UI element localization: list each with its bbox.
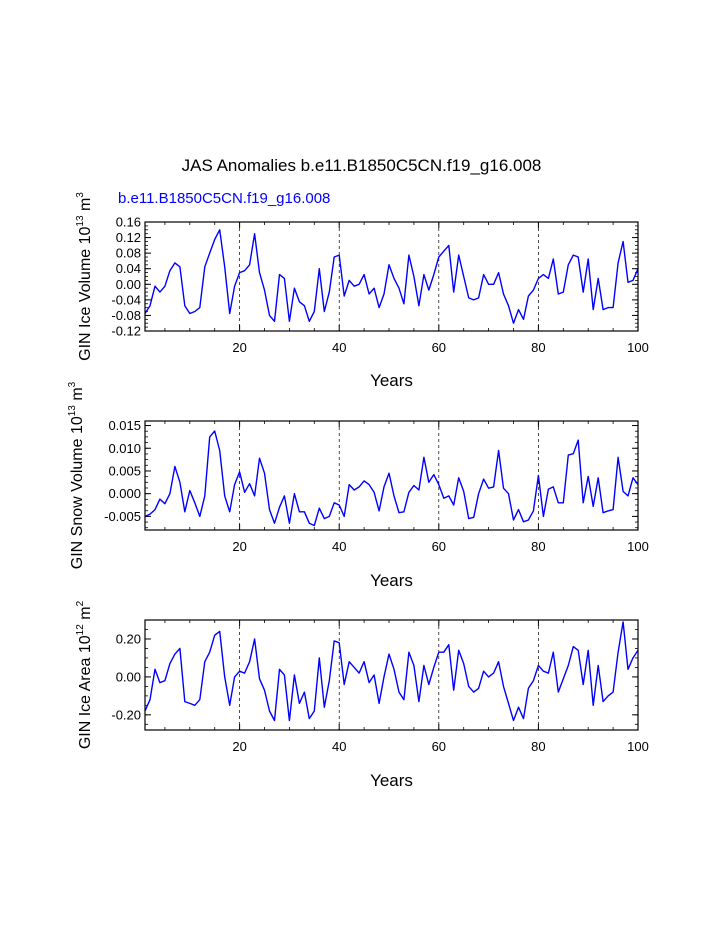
y-tick-label: -0.12 (111, 324, 141, 339)
x-tick-label: 20 (232, 739, 246, 754)
y-tick-label: 0.16 (116, 215, 141, 230)
y-tick-label: 0.015 (108, 418, 141, 433)
y-tick-label: -0.08 (111, 308, 141, 323)
y-tick-label: 0.04 (116, 261, 141, 276)
figure-title: JAS Anomalies b.e11.B1850C5CN.f19_g16.00… (181, 156, 542, 175)
chart-panel-3: 20 40 60 80 100 -0.20 0.00 0.20 Years GIN Ice Are… (75, 600, 649, 790)
y-tick-label: 0.08 (116, 246, 141, 261)
x-tick-label: 60 (432, 739, 446, 754)
y-tick-label: -0.20 (111, 707, 141, 722)
y-tick-label: 0.010 (108, 441, 141, 456)
x-axis-label: Years (370, 771, 413, 790)
x-tick-label: 80 (531, 739, 545, 754)
x-tick-label: 40 (332, 340, 346, 355)
y-tick-label: 0.00 (116, 277, 141, 292)
y-tick-label: 0.000 (108, 486, 141, 501)
x-tick-label: 60 (432, 539, 446, 554)
x-tick-label: 20 (232, 340, 246, 355)
y-axis-label: GIN Snow Volume 1013 m3 (67, 381, 86, 569)
plot-frame (144, 420, 639, 531)
y-tick-label: 0.20 (116, 631, 141, 646)
y-tick-label: 0.005 (108, 463, 141, 478)
x-tick-label: 100 (627, 539, 649, 554)
y-axis-label: GIN Ice Volume 1013 m3 (75, 192, 94, 361)
x-tick-label: 100 (627, 739, 649, 754)
x-tick-label: 80 (531, 539, 545, 554)
x-tick-label: 60 (432, 340, 446, 355)
plot-frame (144, 619, 639, 731)
x-tick-label: 20 (232, 539, 246, 554)
y-tick-label: -0.04 (111, 292, 141, 307)
x-tick-label: 40 (332, 539, 346, 554)
y-tick-label: 0.12 (116, 230, 141, 245)
x-tick-label: 100 (627, 340, 649, 355)
series-line (144, 621, 639, 722)
y-tick-label: -0.005 (104, 509, 141, 524)
case-label: b.e11.B1850C5CN.f19_g16.008 (118, 190, 331, 207)
chart-panel-2: 20 40 60 80 100 -0.005 0.000 0.005 0.010 0.015 Yea… (67, 381, 649, 590)
series-line (144, 229, 639, 324)
x-tick-label: 80 (531, 340, 545, 355)
x-tick-label: 40 (332, 739, 346, 754)
x-axis-label: Years (370, 371, 413, 390)
x-axis-label: Years (370, 571, 413, 590)
y-axis-label: GIN Ice Area 1012 m2 (75, 600, 94, 749)
series-line (144, 430, 639, 527)
y-tick-label: 0.00 (116, 669, 141, 684)
chart-panel-1: 20 40 60 80 100-0.12-0.08-0.040.000.040.080.… (75, 192, 649, 390)
plot-frame (144, 221, 639, 332)
